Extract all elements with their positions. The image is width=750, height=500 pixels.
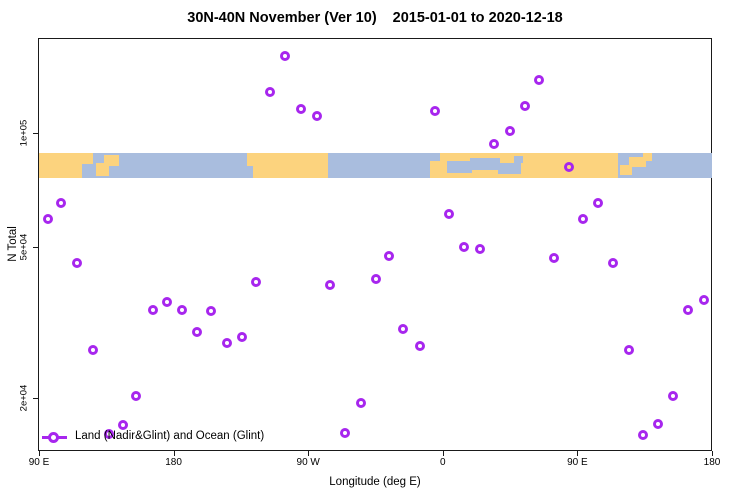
map-land-segment: [253, 153, 329, 178]
map-land-segment: [104, 155, 119, 166]
x-axis-tick-label: 180: [165, 457, 182, 468]
data-point: [205, 305, 216, 316]
x-axis-tick: [442, 451, 444, 456]
data-point: [221, 337, 232, 348]
data-point: [264, 87, 275, 98]
map-land-segment: [247, 153, 255, 166]
x-axis-tick: [39, 451, 40, 456]
data-point: [638, 429, 649, 440]
data-point: [161, 296, 172, 307]
data-point: [593, 197, 604, 208]
legend-marker-icon: [48, 432, 59, 443]
x-axis-title: Longitude (deg E): [329, 476, 421, 488]
data-point: [623, 345, 634, 356]
map-land-segment: [82, 153, 93, 165]
map-land-segment: [628, 157, 647, 167]
map-ocean-segment: [498, 163, 521, 174]
x-axis-tick: [712, 451, 713, 456]
data-point: [103, 428, 114, 439]
map-land-segment: [95, 163, 109, 176]
x-axis-tick: [308, 451, 310, 456]
data-point: [311, 110, 322, 121]
x-axis-tick-label: 180: [703, 457, 721, 468]
plot-area-border: [38, 38, 712, 451]
data-point: [549, 252, 560, 263]
legend-label: Land (Nadir&Glint) and Ocean (Glint): [75, 430, 265, 442]
data-point: [117, 419, 128, 430]
y-axis-tick: [33, 398, 38, 400]
data-point: [250, 276, 261, 287]
data-point: [371, 273, 382, 284]
map-ocean-segment: [513, 156, 524, 163]
data-point: [682, 304, 693, 315]
x-axis-tick-label: 0: [440, 457, 446, 468]
data-point: [667, 390, 678, 401]
data-point: [71, 257, 82, 268]
data-point: [42, 213, 53, 224]
data-point: [520, 100, 531, 111]
map-ocean-segment: [470, 158, 501, 170]
data-point: [55, 197, 66, 208]
map-land-segment: [39, 153, 83, 178]
data-point: [459, 241, 470, 252]
data-point: [534, 74, 545, 85]
y-axis-tick: [33, 133, 38, 135]
data-point: [578, 213, 589, 224]
x-axis-tick-label: 90 E: [567, 457, 588, 468]
data-point: [279, 50, 290, 61]
data-point: [340, 427, 351, 438]
y-axis-tick-label: 1e+05: [18, 119, 30, 147]
y-axis-title: N Total: [7, 226, 19, 262]
plot-title: 30N-40N November (Ver 10) 2015-01-01 to 2…: [0, 10, 750, 26]
data-point: [324, 279, 335, 290]
map-land-segment: [620, 165, 632, 175]
world-map-band: [39, 153, 712, 178]
data-point: [444, 208, 455, 219]
data-point: [384, 250, 395, 261]
map-ocean-segment: [429, 153, 440, 161]
y-axis-tick: [33, 247, 38, 249]
y-axis-tick-label: 5e+04: [18, 233, 30, 261]
data-point: [295, 103, 306, 114]
data-point: [430, 106, 441, 117]
map-land-segment: [643, 153, 653, 161]
data-point: [398, 323, 409, 334]
map-ocean-segment: [446, 161, 472, 173]
data-point: [698, 295, 709, 306]
data-point: [607, 257, 618, 268]
data-point: [564, 161, 575, 172]
data-point: [505, 126, 516, 137]
data-point: [130, 390, 141, 401]
data-point: [236, 332, 247, 343]
x-axis-tick: [173, 451, 175, 456]
x-axis-tick-label: 90 E: [28, 457, 50, 468]
data-point: [87, 345, 98, 356]
x-axis-tick-label: 90 W: [296, 457, 320, 468]
data-point: [355, 398, 366, 409]
y-axis-tick-label: 2e+04: [18, 384, 30, 412]
data-point: [475, 243, 486, 254]
plot-title-dates: 2015-01-01 to 2020-12-18: [392, 10, 563, 26]
data-point: [191, 326, 202, 337]
data-point: [653, 418, 663, 429]
data-point: [176, 304, 187, 315]
data-point: [489, 138, 500, 149]
x-axis-tick: [577, 451, 579, 456]
plot-title-main: 30N-40N November (Ver 10): [187, 10, 377, 26]
data-point: [147, 304, 158, 315]
data-point: [415, 340, 426, 351]
